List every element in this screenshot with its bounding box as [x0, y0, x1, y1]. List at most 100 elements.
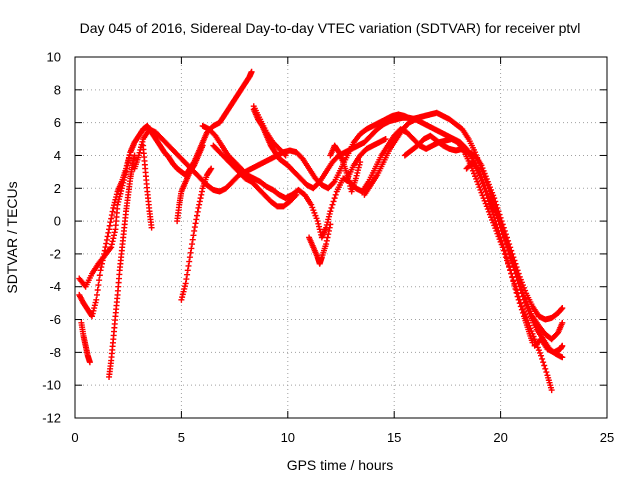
data-point — [559, 319, 566, 326]
data-point — [189, 236, 196, 243]
data-point — [190, 232, 197, 239]
data-point — [194, 212, 201, 219]
data-point — [480, 167, 487, 174]
data-point — [101, 247, 108, 254]
data-point — [309, 204, 316, 211]
data-point — [355, 167, 362, 174]
data-point — [101, 250, 108, 257]
data-point — [503, 255, 510, 262]
data-point — [486, 184, 493, 191]
data-point — [312, 212, 319, 219]
data-point — [501, 247, 508, 254]
data-point — [123, 165, 130, 172]
data-point — [281, 151, 288, 158]
data-point — [323, 241, 330, 248]
data-point — [508, 247, 515, 254]
data-point — [516, 300, 523, 307]
data-point — [502, 251, 509, 258]
data-point — [382, 136, 389, 143]
data-point — [108, 244, 115, 251]
series-track-13 — [401, 132, 566, 323]
data-point — [191, 224, 198, 231]
data-point — [508, 270, 515, 277]
data-point — [529, 339, 536, 346]
data-point — [186, 254, 193, 261]
data-point — [481, 170, 488, 177]
data-point — [183, 276, 190, 283]
data-point — [494, 204, 501, 211]
data-point — [192, 220, 199, 227]
data-point — [90, 307, 97, 314]
data-point — [325, 216, 332, 223]
data-point — [105, 229, 112, 236]
data-point — [331, 195, 338, 202]
data-point — [197, 195, 204, 202]
series-track-8 — [140, 142, 155, 231]
data-point — [509, 250, 516, 257]
data-point — [514, 267, 521, 274]
y-tick-label: -10 — [42, 378, 61, 393]
data-point — [96, 277, 103, 284]
data-point — [186, 258, 193, 265]
x-tick-label: 25 — [600, 430, 614, 445]
data-point — [476, 172, 483, 179]
data-point — [316, 226, 323, 233]
data-point — [472, 173, 479, 180]
data-point — [506, 241, 513, 248]
data-point — [539, 355, 546, 362]
data-point — [148, 224, 155, 231]
data-point — [182, 280, 189, 287]
data-point — [519, 309, 526, 316]
data-point — [478, 177, 485, 184]
data-point — [484, 195, 491, 202]
data-point — [131, 139, 138, 146]
data-point — [514, 293, 521, 300]
data-point — [497, 214, 504, 221]
data-point — [515, 296, 522, 303]
data-point — [488, 204, 495, 211]
data-point — [498, 218, 505, 225]
plot-frame — [74, 56, 608, 419]
data-point — [178, 296, 185, 303]
data-point — [501, 227, 508, 234]
data-point — [353, 172, 360, 179]
data-point — [541, 362, 548, 369]
x-tick-label: 15 — [387, 430, 401, 445]
data-point — [481, 185, 488, 192]
data-point — [94, 287, 101, 294]
data-point — [490, 211, 497, 218]
data-point — [485, 198, 492, 205]
data-point — [96, 272, 103, 279]
data-point — [485, 181, 492, 188]
data-point — [196, 198, 203, 205]
data-point — [495, 208, 502, 215]
data-point — [293, 191, 300, 198]
data-point — [493, 221, 500, 228]
data-point — [179, 294, 186, 301]
y-tick-label: 8 — [54, 82, 61, 97]
data-point — [313, 215, 320, 222]
data-point — [199, 142, 206, 149]
data-point — [111, 232, 118, 239]
series-track-12 — [327, 142, 364, 195]
data-point — [505, 237, 512, 244]
data-point — [91, 305, 98, 312]
data-point — [482, 188, 489, 195]
data-point — [510, 278, 517, 285]
y-tick-label: -2 — [49, 246, 61, 261]
y-tick-label: -8 — [49, 345, 61, 360]
data-point — [491, 214, 498, 221]
data-point — [195, 204, 202, 211]
data-point — [91, 302, 98, 309]
data-point — [89, 310, 96, 317]
data-point — [97, 267, 104, 274]
data-point — [499, 241, 506, 248]
data-point — [282, 152, 289, 159]
data-point — [207, 166, 214, 173]
data-point — [98, 264, 105, 271]
data-point — [503, 234, 510, 241]
data-point — [103, 240, 110, 247]
data-point — [474, 178, 481, 185]
data-point — [326, 224, 333, 231]
data-point — [103, 236, 110, 243]
